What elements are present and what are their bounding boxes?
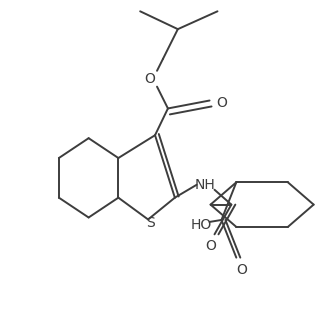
- Text: O: O: [145, 72, 156, 86]
- Text: O: O: [216, 95, 227, 109]
- Text: NH: NH: [194, 178, 215, 192]
- Text: O: O: [236, 263, 247, 277]
- Text: S: S: [146, 216, 155, 230]
- Text: O: O: [205, 239, 216, 253]
- Text: HO: HO: [191, 218, 212, 232]
